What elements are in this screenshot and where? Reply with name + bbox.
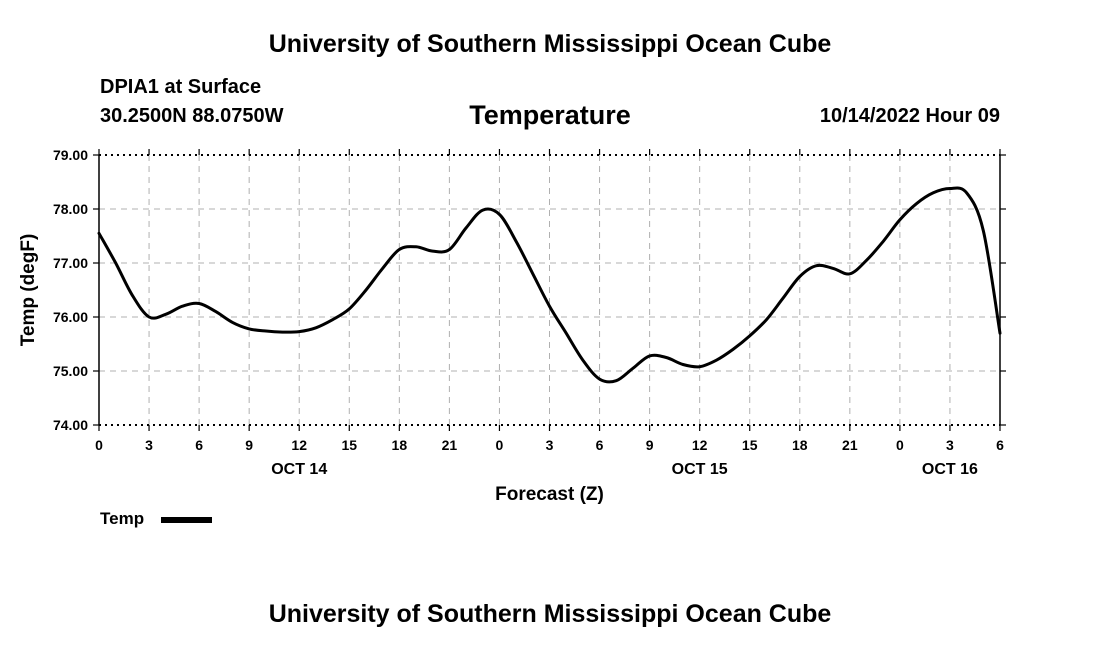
coordinates-label: 30.2500N 88.0750W [100, 105, 284, 127]
date-label: OCT 15 [672, 461, 728, 478]
series-line-temp [97, 186, 1002, 384]
x-tick-label: 18 [792, 437, 808, 453]
y-tick-label: 77.00 [53, 255, 88, 271]
y-tick-label: 75.00 [53, 363, 88, 379]
x-tick-label: 18 [392, 437, 408, 453]
date-label: OCT 16 [922, 461, 978, 478]
x-tick-label: 3 [546, 437, 554, 453]
forecast-datetime: 10/14/2022 Hour 09 [819, 105, 1000, 127]
x-tick-label: 6 [195, 437, 203, 453]
y-axis-title: Temp (degF) [18, 234, 39, 347]
x-tick-label: 0 [496, 437, 504, 453]
x-tick-label: 0 [95, 437, 103, 453]
y-tick-label: 79.00 [53, 147, 88, 163]
x-tick-label: 9 [245, 437, 253, 453]
x-tick-label: 12 [692, 437, 708, 453]
report-title: University of Southern Mississippi Ocean… [268, 30, 832, 58]
x-tick-label: 3 [946, 437, 954, 453]
legend-swatch [161, 517, 212, 523]
x-axis-title: Forecast (Z) [495, 484, 604, 505]
y-tick-label: 76.00 [53, 309, 88, 325]
date-label: OCT 14 [271, 461, 327, 478]
x-tick-label: 6 [996, 437, 1004, 453]
x-tick-label: 21 [442, 437, 458, 453]
x-tick-label: 9 [646, 437, 654, 453]
x-tick-label: 0 [896, 437, 904, 453]
x-tick-label: 15 [341, 437, 357, 453]
y-tick-label: 78.00 [53, 201, 88, 217]
x-tick-label: 15 [742, 437, 758, 453]
x-tick-label: 12 [291, 437, 307, 453]
y-tick-label: 74.00 [53, 417, 88, 433]
chart-title: Temperature [469, 100, 631, 130]
legend-label: Temp [100, 509, 145, 528]
x-tick-label: 3 [145, 437, 153, 453]
station-label: DPIA1 at Surface [100, 76, 262, 98]
footer-title: University of Southern Mississippi Ocean… [268, 600, 832, 628]
x-tick-label: 6 [596, 437, 604, 453]
x-tick-label: 21 [842, 437, 858, 453]
